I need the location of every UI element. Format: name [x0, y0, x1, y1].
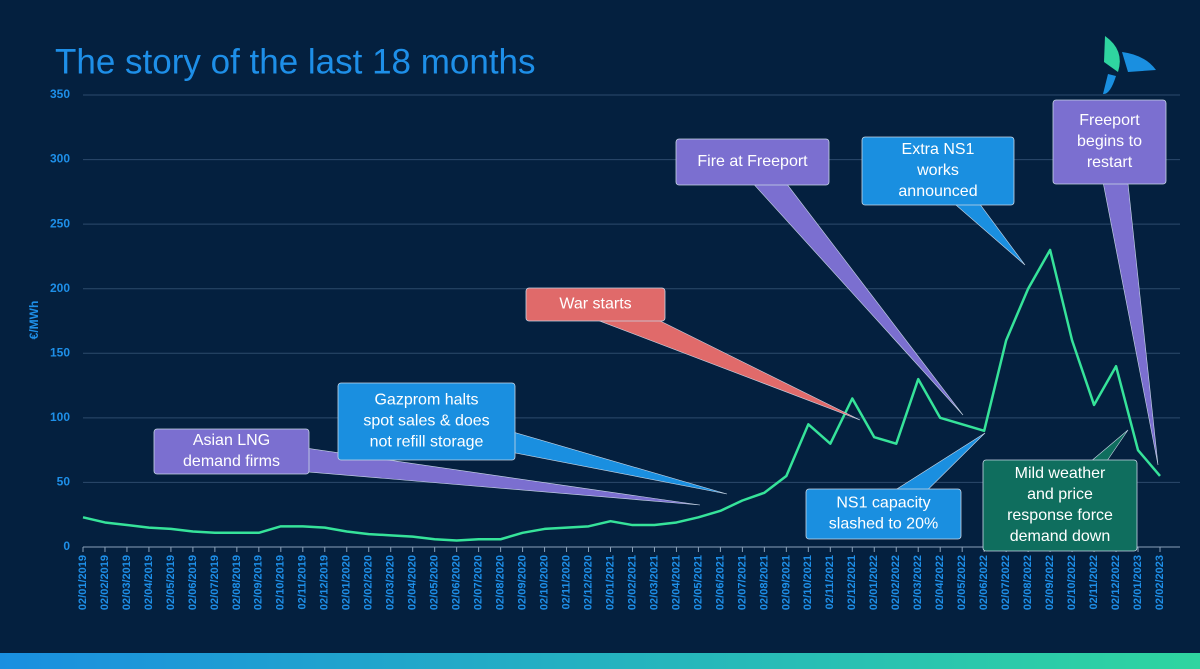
x-tick-label: 02/10/2020 [538, 555, 550, 610]
y-tick-label: 350 [50, 87, 70, 101]
callout-text: Extra NS1 [902, 141, 975, 158]
x-tick-label: 02/01/2019 [77, 555, 89, 610]
callout-box [805, 488, 962, 540]
x-tick-label: 02/09/2022 [1044, 555, 1056, 610]
price-line [82, 248, 1161, 542]
x-tick-label: 02/02/2019 [99, 555, 111, 610]
x-tick-label: 02/10/2022 [1066, 555, 1078, 610]
callout-text: NS1 capacity [836, 495, 930, 512]
y-tick-label: 50 [57, 475, 71, 489]
x-tick-label: 02/04/2021 [670, 555, 682, 610]
callout-text: works [916, 162, 959, 179]
x-tick-label: 02/10/2021 [802, 555, 814, 610]
x-tick-label: 02/05/2022 [956, 555, 968, 610]
callout-text: Gazprom halts [374, 392, 478, 409]
callout-text: demand firms [183, 453, 280, 470]
x-tick-label: 02/07/2022 [1000, 555, 1012, 610]
x-tick-label: 02/04/2019 [143, 555, 155, 610]
callout-box [982, 459, 1138, 552]
y-tick-label: 100 [50, 410, 70, 424]
callout-box [337, 382, 516, 461]
callout-box [675, 138, 830, 186]
y-tick-label: 150 [50, 345, 70, 359]
x-tick-label: 02/07/2019 [209, 555, 221, 610]
x-tick-label: 02/03/2021 [648, 555, 660, 610]
x-tick-label: 02/08/2020 [495, 555, 507, 610]
x-tick-label: 02/03/2019 [121, 555, 133, 610]
callout-box [1052, 99, 1167, 185]
callout-box [153, 428, 310, 475]
annotation: War starts [525, 287, 861, 421]
x-tick-label: 02/03/2020 [385, 555, 397, 610]
x-tick-label: 02/10/2019 [275, 555, 287, 610]
x-tick-label: 02/04/2022 [934, 555, 946, 610]
callout-text: announced [898, 183, 977, 200]
annotation: Fire at Freeport [675, 138, 964, 416]
y-tick-label: 0 [63, 539, 70, 553]
x-tick-label: 02/06/2020 [451, 555, 463, 610]
y-tick-label: 200 [50, 281, 70, 295]
x-tick-label: 02/02/2021 [626, 555, 638, 610]
x-tick-label: 02/06/2022 [978, 555, 990, 610]
x-tick-label: 02/08/2019 [231, 555, 243, 610]
x-tick-label: 02/01/2023 [1132, 555, 1144, 610]
x-tick-label: 02/12/2020 [582, 555, 594, 610]
x-tick-label: 02/07/2021 [736, 555, 748, 610]
x-tick-label: 02/09/2020 [516, 555, 528, 610]
x-tick-label: 02/02/2022 [890, 555, 902, 610]
x-tick-label: 02/05/2021 [692, 555, 704, 610]
x-tick-label: 02/12/2019 [319, 555, 331, 610]
x-tick-label: 02/12/2021 [846, 555, 858, 610]
x-tick-label: 02/01/2022 [868, 555, 880, 610]
annotation: Extra NS1 works announced [861, 136, 1026, 266]
x-tick-label: 02/01/2020 [341, 555, 353, 610]
callout-text: and price [1027, 486, 1093, 503]
annotation: Gazprom halts spot sales & does not refill… [337, 382, 728, 495]
footer-bar [0, 653, 1200, 669]
x-tick-label: 02/12/2022 [1110, 555, 1122, 610]
x-tick-label: 02/08/2022 [1022, 555, 1034, 610]
callout-text: begins to [1077, 133, 1142, 150]
annotation: Freeport begins to restart [1052, 99, 1167, 466]
x-tick-label: 02/08/2021 [758, 555, 770, 610]
x-tick-label: 02/11/2021 [824, 555, 836, 609]
chart-title: The story of the last 18 months [55, 42, 536, 81]
x-tick-label: 02/07/2020 [473, 555, 485, 610]
callout-box [861, 136, 1015, 206]
callout-text: Asian LNG [193, 432, 270, 449]
y-axis-label: €/MWh [27, 301, 41, 340]
callout-text: not refill storage [370, 434, 484, 451]
x-tick-label: 02/09/2021 [780, 555, 792, 610]
x-tick-label: 02/09/2019 [253, 555, 265, 610]
callout-text: War starts [559, 296, 631, 313]
callout-text: Freeport [1079, 112, 1140, 129]
callout-text: restart [1087, 154, 1133, 171]
callout-text: demand down [1010, 528, 1111, 545]
y-tick-label: 250 [50, 216, 70, 230]
callout-text: Fire at Freeport [697, 153, 808, 170]
annotation: NS1 capacity slashed to 20% [805, 432, 986, 540]
callout-box [525, 287, 666, 322]
x-tick-label: 02/05/2019 [165, 555, 177, 610]
callout-text: response force [1007, 507, 1113, 524]
x-tick-label: 02/02/2023 [1154, 555, 1166, 610]
x-tick-label: 02/11/2022 [1088, 555, 1100, 609]
x-tick-label: 02/02/2020 [363, 555, 375, 610]
callout-text: Mild weather [1015, 465, 1106, 482]
x-tick-label: 02/05/2020 [429, 555, 441, 610]
logo [1103, 36, 1156, 95]
x-tick-label: 02/01/2021 [604, 555, 616, 610]
x-tick-label: 02/03/2022 [912, 555, 924, 610]
annotation: Mild weather and price response force deman… [982, 429, 1138, 552]
callout-text: spot sales & does [363, 413, 489, 430]
x-tick-label: 02/06/2019 [187, 555, 199, 610]
y-tick-label: 300 [50, 152, 70, 166]
callout-text: slashed to 20% [829, 516, 938, 533]
x-tick-label: 02/06/2021 [714, 555, 726, 610]
x-tick-label: 02/11/2020 [560, 555, 572, 609]
x-tick-label: 02/11/2019 [297, 555, 309, 609]
x-tick-label: 02/04/2020 [407, 555, 419, 610]
